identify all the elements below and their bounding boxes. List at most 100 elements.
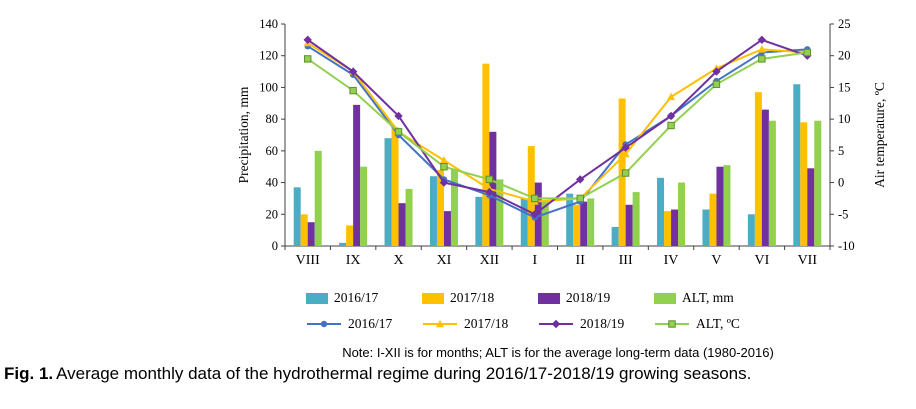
svg-text:-5: -5 — [838, 207, 848, 221]
chart-note: Note: I-XII is for months; ALT is for th… — [342, 345, 774, 360]
bar — [353, 104, 361, 246]
bar-series-2018-19 — [307, 104, 815, 246]
chart-legend: 2016/17 2017/18 2018/19 ALT, mm 2016/17 2017… — [306, 285, 770, 337]
bar — [443, 211, 451, 246]
bar — [625, 204, 633, 246]
svg-text:I: I — [532, 253, 537, 268]
svg-text:IV: IV — [664, 253, 679, 268]
bar — [678, 182, 686, 246]
legend-label: 2017/18 — [450, 290, 495, 305]
legend-label: 2018/19 — [566, 290, 611, 305]
svg-text:0: 0 — [272, 239, 278, 253]
svg-text:100: 100 — [259, 80, 278, 94]
legend-label: 2016/17 — [334, 290, 379, 305]
svg-text:5: 5 — [838, 144, 844, 158]
svg-text:80: 80 — [266, 112, 279, 126]
figure-caption-text: Average monthly data of the hydrothermal… — [56, 364, 752, 383]
svg-text:X: X — [393, 253, 403, 268]
svg-text:20: 20 — [838, 49, 851, 63]
line — [307, 45, 808, 219]
line — [307, 42, 808, 203]
svg-text:10: 10 — [838, 112, 851, 126]
bar — [475, 196, 483, 246]
bar — [293, 187, 301, 246]
legend-row-bars: 2016/17 2017/18 2018/19 ALT, mm — [306, 285, 770, 311]
svg-text:III: III — [619, 253, 633, 268]
bar — [709, 193, 717, 246]
svg-text:V: V — [711, 253, 721, 268]
line — [307, 51, 808, 200]
svg-text:-10: -10 — [838, 239, 855, 253]
legend-item-2017-18-line: 2017/18 — [422, 316, 538, 332]
svg-text:II: II — [576, 253, 586, 268]
line-series-2016-17 — [304, 43, 811, 221]
bar — [573, 204, 581, 246]
legend-item-2018-19-bar: 2018/19 — [538, 290, 654, 306]
right-axis-title: Air temperature, ºC — [872, 82, 887, 188]
svg-text:XI: XI — [437, 253, 452, 268]
svg-text:40: 40 — [266, 176, 279, 190]
bar — [520, 198, 528, 246]
figure-label: Fig. 1. — [4, 364, 54, 383]
line-series-2018-19 — [303, 35, 812, 219]
bar — [657, 177, 665, 246]
legend-swatch-2016-17 — [306, 292, 328, 304]
legend-label: ALT, ºC — [696, 316, 740, 331]
svg-text:15: 15 — [838, 80, 851, 94]
legend-label: ALT, mm — [682, 290, 734, 305]
bar — [761, 109, 769, 246]
bar-series-2016-17 — [293, 84, 801, 246]
bar — [580, 201, 588, 246]
bar — [300, 214, 308, 246]
legend-item-2016-17-line: 2016/17 — [306, 316, 422, 332]
bar — [814, 120, 822, 246]
bar — [611, 226, 619, 246]
bar — [793, 84, 801, 246]
bar — [800, 122, 808, 246]
bar — [566, 193, 574, 246]
svg-text:0: 0 — [838, 176, 844, 190]
bar — [346, 225, 354, 246]
bar-series-2017-18 — [300, 63, 808, 247]
svg-text:IX: IX — [346, 253, 361, 268]
legend-item-2016-17-bar: 2016/17 — [306, 290, 422, 306]
svg-text:25: 25 — [838, 17, 851, 31]
svg-text:VI: VI — [754, 253, 769, 268]
bar — [429, 176, 437, 246]
legend-line-swatch-alt-c — [655, 320, 689, 328]
bar — [587, 198, 595, 246]
legend-item-2018-19-line: 2018/19 — [538, 316, 654, 332]
bar — [391, 127, 399, 246]
legend-swatch-2018-19 — [538, 292, 560, 304]
legend-line-swatch-2018-19 — [539, 319, 573, 329]
left-axis: 0 20 40 60 80 100 120 140 Precipitation, mm — [236, 17, 286, 253]
bar — [360, 166, 368, 246]
svg-text:VIII: VIII — [296, 253, 320, 268]
bar — [747, 214, 755, 246]
legend-label: 2018/19 — [580, 316, 625, 331]
line-series-2017-18 — [303, 38, 812, 205]
legend-label: 2016/17 — [348, 316, 393, 331]
legend-item-alt-c-line: ALT, ºC — [654, 316, 770, 332]
legend-label: 2017/18 — [464, 316, 509, 331]
svg-text:140: 140 — [259, 17, 278, 31]
legend-item-alt-mm-bar: ALT, mm — [654, 290, 770, 306]
bar — [807, 168, 815, 246]
legend-line-swatch-2017-18 — [423, 319, 457, 328]
bar — [450, 169, 458, 246]
bar — [768, 120, 776, 246]
bar — [671, 209, 679, 246]
legend-line-swatch-2016-17 — [307, 320, 341, 328]
svg-text:XII: XII — [480, 253, 500, 268]
legend-swatch-2017-18 — [422, 292, 444, 304]
bar — [384, 138, 392, 246]
bar — [496, 179, 504, 246]
line-series-alt-c — [304, 48, 811, 203]
legend-swatch-alt-mm — [654, 292, 676, 304]
svg-text:60: 60 — [266, 144, 279, 158]
bar — [398, 203, 406, 246]
svg-text:20: 20 — [266, 207, 279, 221]
bar — [339, 242, 347, 246]
bar — [405, 188, 413, 246]
figure-caption: Fig. 1. Average monthly data of the hydro… — [4, 364, 751, 384]
